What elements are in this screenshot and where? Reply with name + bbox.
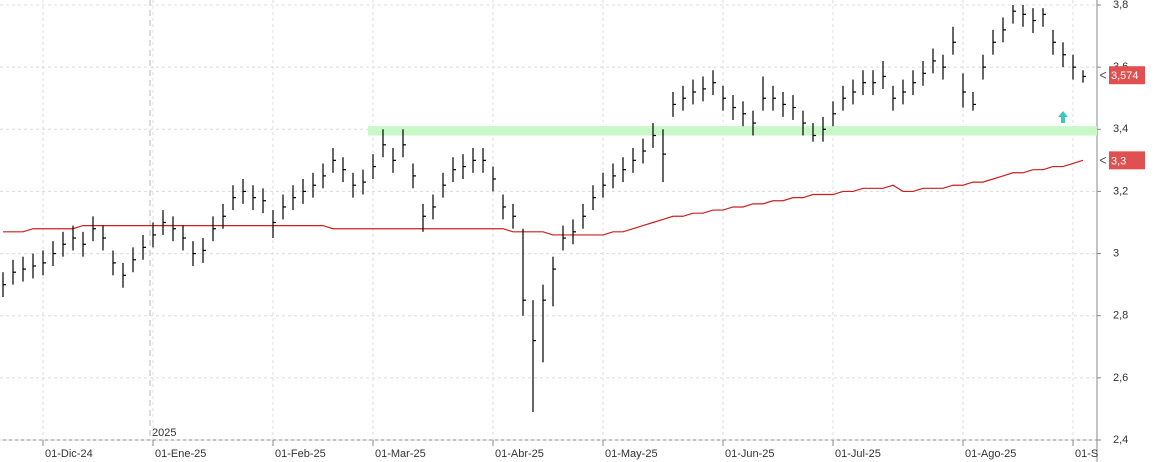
x-tick-label: 01-Ago-25	[965, 448, 1016, 460]
x-tick-label: 01-Ene-25	[155, 448, 206, 460]
moving-average-line	[3, 159, 1084, 236]
x-tick-label: 01-Jun-25	[725, 448, 775, 460]
y-tick-label: 2,6	[1113, 372, 1128, 384]
y-tick-label: 2,8	[1113, 310, 1128, 322]
x-tick-label: 01-Abr-25	[495, 448, 544, 460]
y-tick-label: 3	[1113, 247, 1119, 259]
y-tick-label: 2,4	[1113, 434, 1128, 446]
y-tick-label: 3,4	[1113, 123, 1128, 135]
x-tick-label: 01-S	[1075, 448, 1098, 460]
y-tick-label: 3,2	[1113, 185, 1128, 197]
x-tick-label: 01-Feb-25	[275, 448, 326, 460]
signal-arrow	[1058, 111, 1068, 123]
price-marker	[1109, 151, 1145, 170]
x-tick-label: 01-Jul-25	[835, 448, 881, 460]
x-tick-label: 01-Dic-24	[45, 448, 93, 460]
price-marker-label: 3,3	[1111, 155, 1126, 167]
marker-pointer	[1099, 71, 1107, 79]
support-zone	[368, 126, 1097, 136]
price-marker	[1109, 66, 1145, 85]
y-tick-label: 3,8	[1113, 0, 1128, 11]
x-tick-label: 01-Mar-25	[375, 448, 426, 460]
x-tick-label: 01-May-25	[605, 448, 658, 460]
year-label: 2025	[152, 427, 176, 439]
price-marker-label: 3,574	[1111, 70, 1139, 82]
marker-pointer	[1099, 156, 1107, 164]
